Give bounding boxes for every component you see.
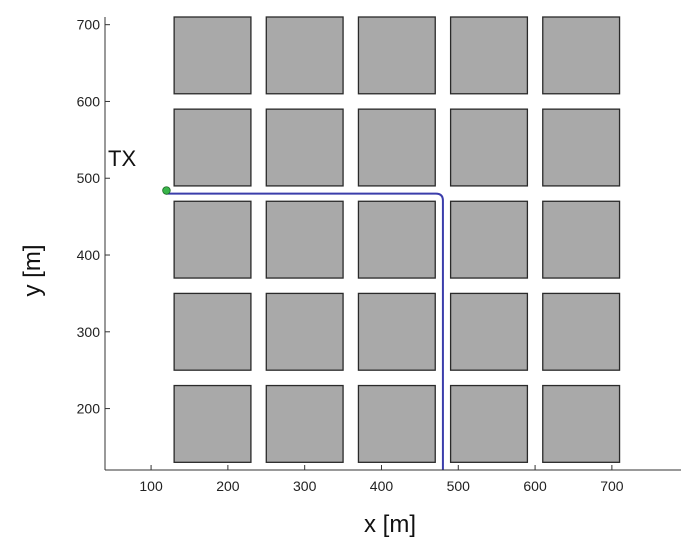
building-20 xyxy=(542,108,621,187)
y-tick-label: 300 xyxy=(77,324,101,340)
building-19 xyxy=(449,108,529,187)
building-25 xyxy=(542,16,621,95)
x-tick-label: 500 xyxy=(447,478,471,494)
building-14 xyxy=(449,200,529,279)
buildings-layer xyxy=(173,16,621,463)
y-tick-label: 400 xyxy=(77,247,101,263)
building-15 xyxy=(542,200,621,279)
building-21 xyxy=(173,16,252,95)
building-17 xyxy=(265,108,344,187)
building-9 xyxy=(449,292,529,371)
building-2 xyxy=(265,384,344,463)
building-6 xyxy=(173,292,252,371)
building-4 xyxy=(449,384,529,463)
y-tick-label: 700 xyxy=(77,17,101,33)
y-tick-label: 500 xyxy=(77,170,101,186)
x-tick-label: 100 xyxy=(139,478,163,494)
x-tick-label: 200 xyxy=(216,478,240,494)
y-axis-ticks: 200 300 400 500 600 700 xyxy=(77,17,110,417)
y-axis-label: y [m] xyxy=(19,245,46,297)
building-10 xyxy=(542,292,621,371)
building-18 xyxy=(357,108,436,187)
building-22 xyxy=(265,16,344,95)
building-8 xyxy=(357,292,436,371)
building-5 xyxy=(542,384,621,463)
building-16 xyxy=(173,108,252,187)
x-axis-label: x [m] xyxy=(364,511,416,538)
route-path xyxy=(166,192,444,470)
tx-marker xyxy=(162,186,171,195)
building-7 xyxy=(265,292,344,371)
y-tick-label: 600 xyxy=(77,93,101,109)
x-tick-label: 700 xyxy=(600,478,624,494)
building-3 xyxy=(357,384,436,463)
building-11 xyxy=(173,200,252,279)
tx-label: TX xyxy=(108,146,136,171)
y-tick-label: 200 xyxy=(77,401,101,417)
building-1 xyxy=(173,384,252,463)
x-tick-label: 600 xyxy=(523,478,547,494)
building-24 xyxy=(449,16,529,95)
x-tick-label: 400 xyxy=(370,478,394,494)
x-tick-label: 300 xyxy=(293,478,317,494)
building-12 xyxy=(265,200,344,279)
building-13 xyxy=(357,200,436,279)
building-23 xyxy=(357,16,436,95)
x-axis-ticks: 100 200 300 400 500 600 700 xyxy=(139,465,624,494)
